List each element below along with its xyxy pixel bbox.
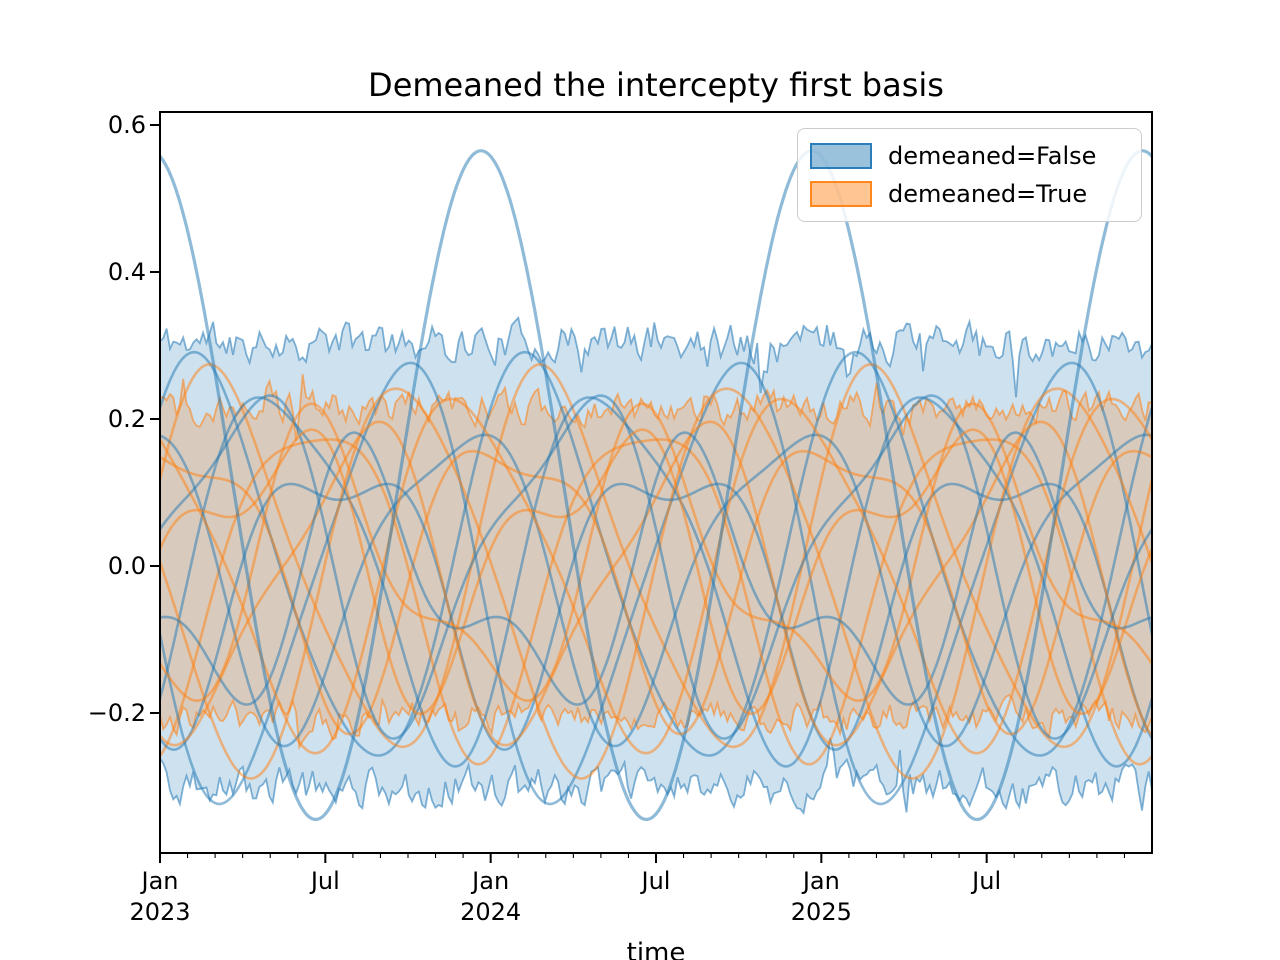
x-tick-month: Jan xyxy=(472,867,510,895)
x-tick-label: Jul xyxy=(596,866,716,897)
series-line-0 xyxy=(160,350,1152,757)
x-tick-label: Jul xyxy=(927,866,1047,897)
series-line-7 xyxy=(160,449,1152,736)
series-line-1 xyxy=(160,363,1152,749)
x-tick-month: Jan xyxy=(802,867,840,895)
x-tick-label: Jan 2024 xyxy=(431,866,551,928)
x-tick-label: Jan 2023 xyxy=(100,866,220,928)
legend-row-demeaned-true: demeaned=True xyxy=(810,180,1129,208)
series-line-15 xyxy=(160,149,1152,821)
y-tick-label: 0.4 xyxy=(107,258,146,286)
y-tick-label: 0.6 xyxy=(107,111,146,139)
x-tick-year: 2025 xyxy=(790,898,852,926)
series-line-4 xyxy=(160,361,1152,806)
series-line-10 xyxy=(160,394,1152,740)
x-tick-label: Jan 2025 xyxy=(761,866,881,928)
series-line-5 xyxy=(160,387,1152,780)
x-tick-month: Jul xyxy=(641,867,671,895)
legend-label-true: demeaned=True xyxy=(888,180,1088,208)
legend: demeaned=False demeaned=True xyxy=(797,128,1142,222)
x-tick-month: Jan xyxy=(141,867,179,895)
y-tick-label: 0.0 xyxy=(107,551,146,580)
x-tick-month: Jul xyxy=(972,867,1002,895)
series-line-13 xyxy=(160,397,1152,755)
x-tick-year: 2023 xyxy=(129,898,191,926)
series-line-12 xyxy=(160,431,1152,706)
series-line-9 xyxy=(160,420,1152,747)
legend-label-false: demeaned=False xyxy=(888,142,1097,170)
legend-patch-false-icon xyxy=(810,143,872,169)
series-line-11 xyxy=(160,428,1152,715)
legend-patch-true-icon xyxy=(810,181,872,207)
chart-title: Demeaned the intercepty first basis xyxy=(368,66,944,104)
x-tick-month: Jul xyxy=(310,867,340,895)
series-line-14 xyxy=(160,402,1152,703)
series-line-6 xyxy=(160,433,1152,748)
x-axis-label: time xyxy=(626,938,686,960)
y-tick-label: −0.2 xyxy=(87,698,146,727)
legend-row-demeaned-false: demeaned=False xyxy=(810,142,1129,170)
series-line-2 xyxy=(160,396,1152,768)
x-tick-label: Jul xyxy=(265,866,385,897)
y-tick-label: 0.2 xyxy=(107,404,146,433)
x-tick-year: 2024 xyxy=(460,898,522,926)
